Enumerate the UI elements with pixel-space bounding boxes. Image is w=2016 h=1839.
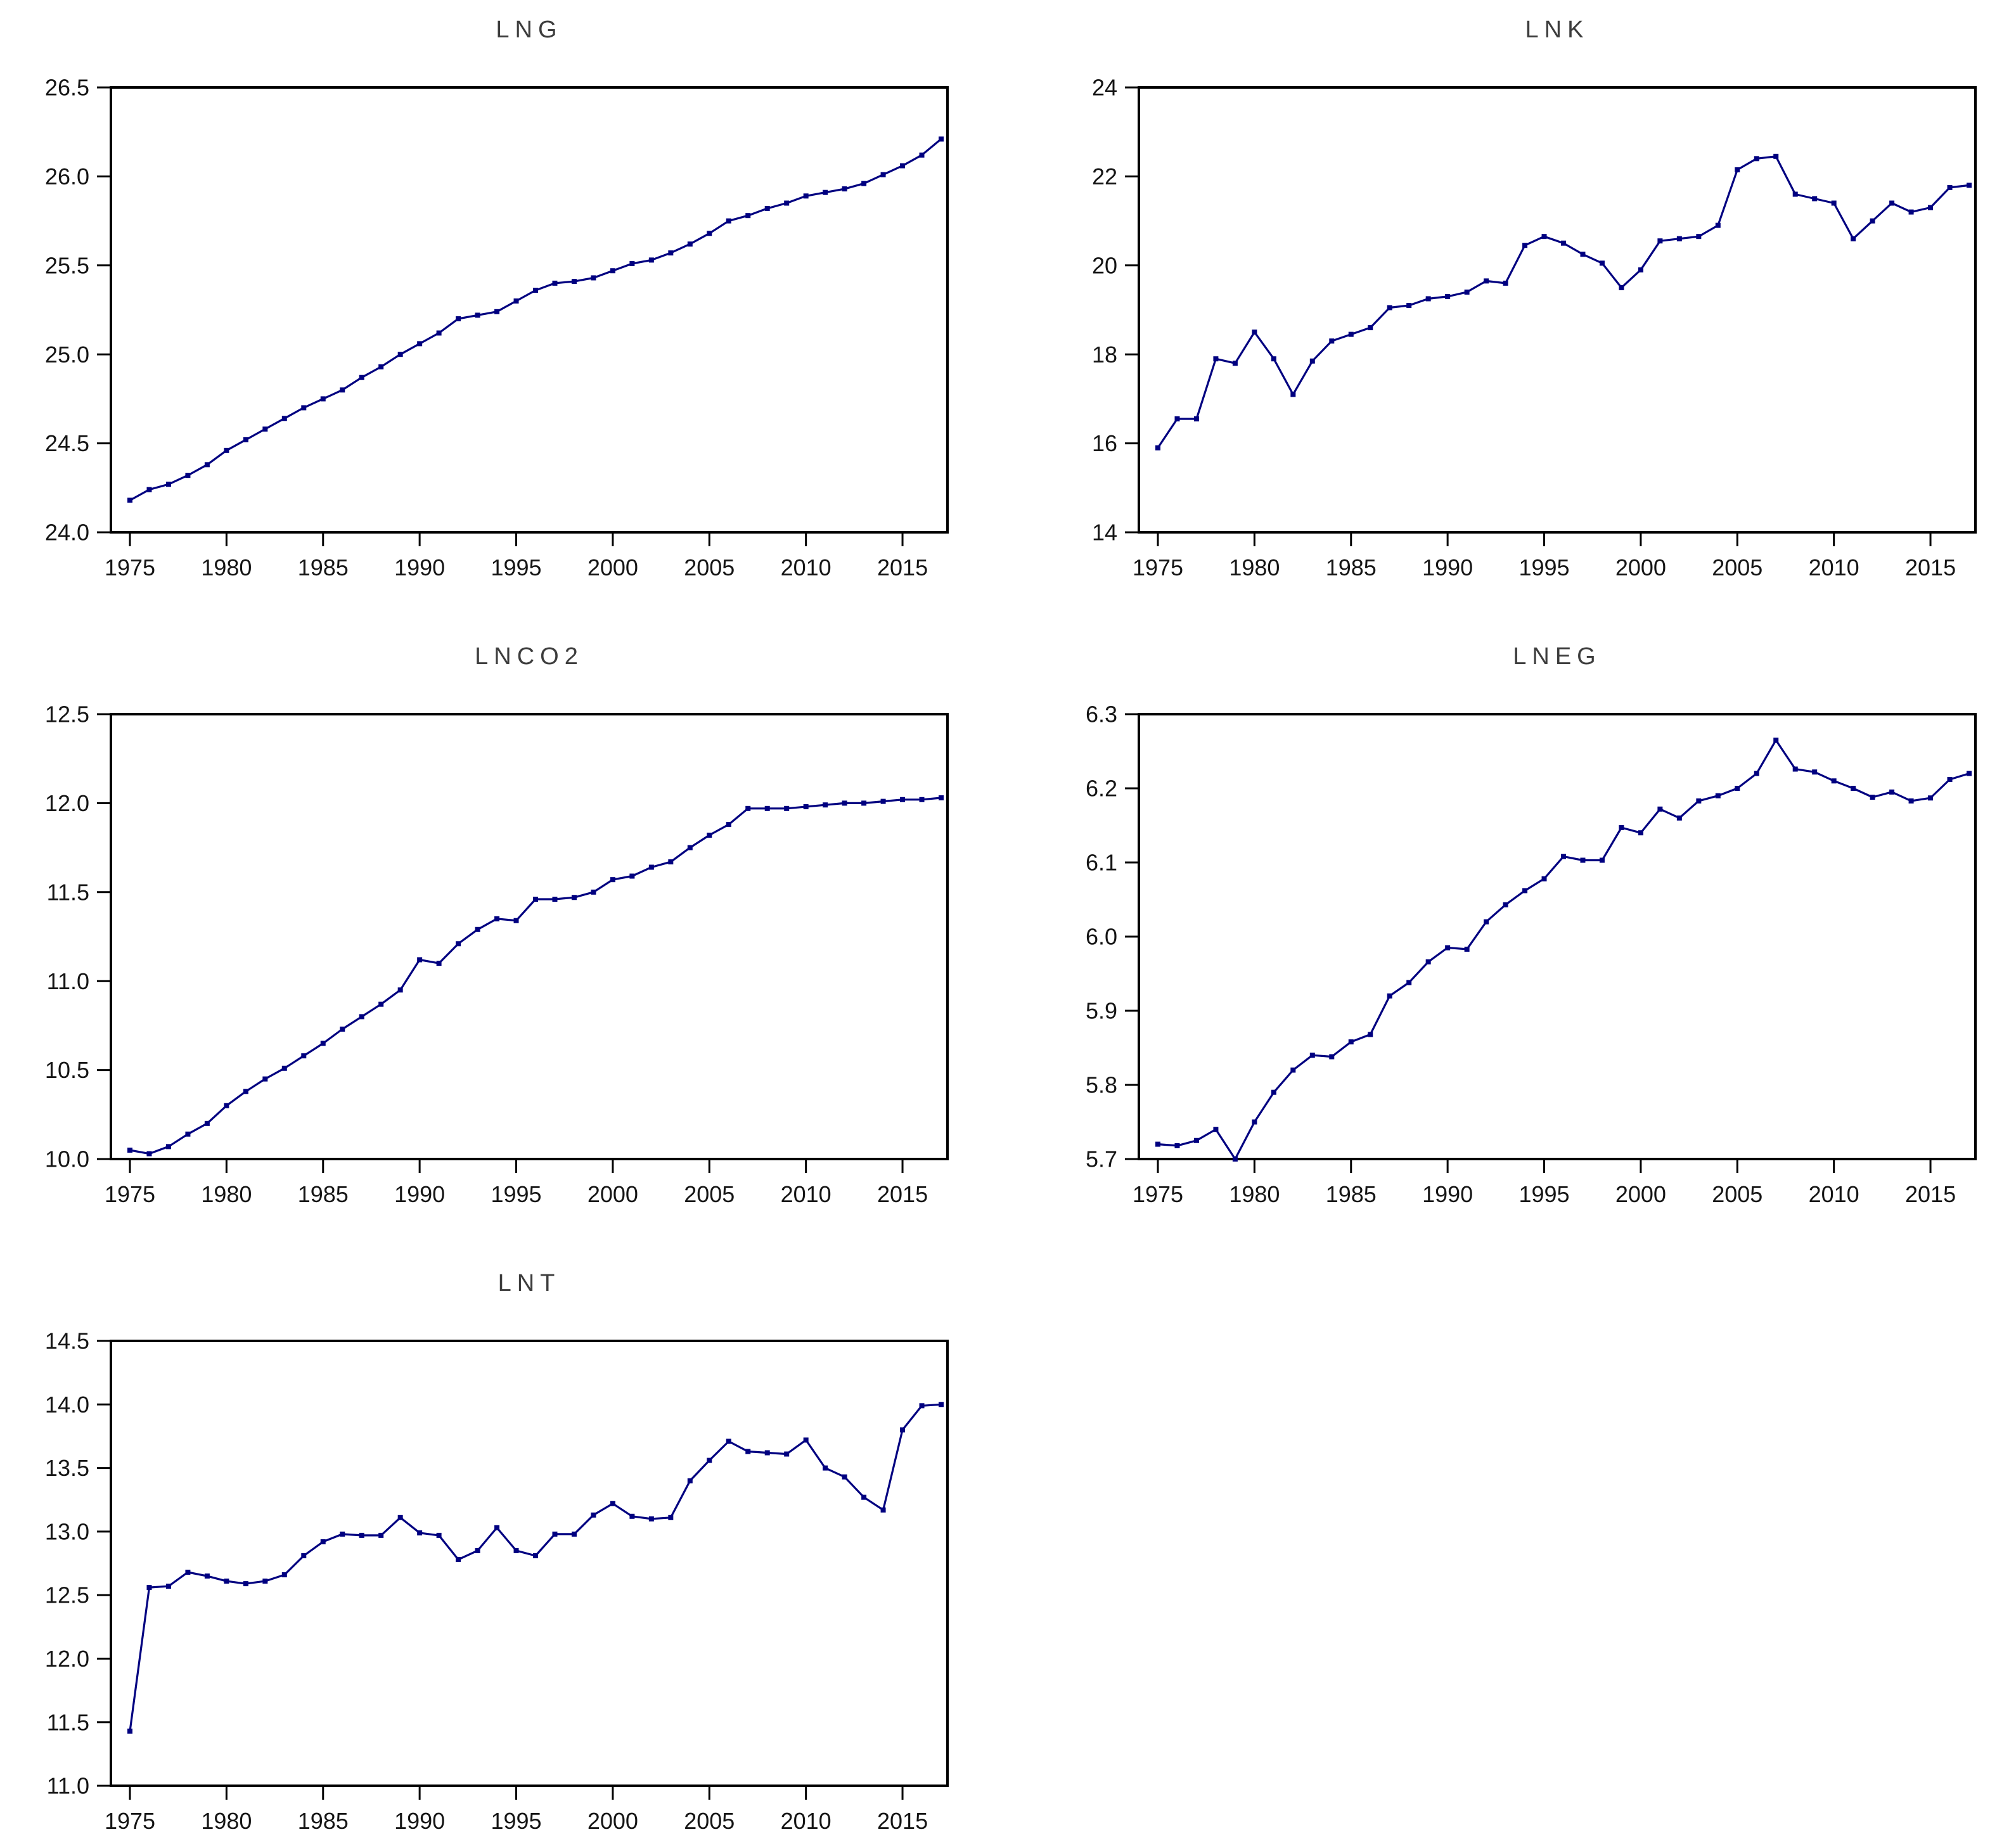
chart-plot-lneg: 5.7 5.8 5.9 6.0 6.1 6.2 6.3 1975 1980 1985 1990 199…: [1086, 702, 1977, 1207]
svg-text:18: 18: [1092, 342, 1117, 368]
svg-text:14.0: 14.0: [45, 1392, 89, 1418]
svg-text:25.5: 25.5: [45, 252, 89, 278]
svg-text:2000: 2000: [587, 1181, 638, 1207]
svg-text:11.0: 11.0: [47, 968, 89, 994]
svg-text:1975: 1975: [105, 1808, 155, 1834]
svg-text:1980: 1980: [201, 1808, 252, 1834]
svg-text:1995: 1995: [491, 554, 541, 580]
chart-plot-lnt: 11.0 11.5 12.0 12.5 13.0 13.5 14.0 14.5 1975 1980…: [45, 1328, 949, 1834]
svg-text:24.0: 24.0: [45, 520, 89, 546]
svg-text:22: 22: [1092, 163, 1117, 189]
svg-text:1985: 1985: [298, 1808, 349, 1834]
chart-panel-lng: LNG 24.0 24.5 25.0 25.5 26.0 26.5 1975 1980 1985…: [0, 0, 1008, 583]
svg-text:1995: 1995: [491, 1181, 541, 1207]
chart-panel-lneg: LNEG 5.7 5.8 5.9 6.0 6.1 6.2 6.3 1975 1980 1985 19…: [1028, 627, 2016, 1210]
svg-text:26.5: 26.5: [45, 75, 89, 101]
chart-plot-lnco2: 10.0 10.5 11.0 11.5 12.0 12.5 1975 1980 1985 1990…: [45, 702, 949, 1207]
svg-text:1990: 1990: [394, 1808, 445, 1834]
svg-text:2005: 2005: [684, 554, 735, 580]
svg-text:6.2: 6.2: [1086, 776, 1117, 802]
svg-text:6.1: 6.1: [1086, 850, 1117, 876]
svg-text:12.5: 12.5: [45, 702, 89, 727]
svg-text:12.0: 12.0: [45, 790, 89, 816]
svg-text:6.0: 6.0: [1086, 924, 1117, 950]
svg-text:2005: 2005: [684, 1808, 735, 1834]
svg-text:1990: 1990: [1422, 554, 1473, 580]
svg-text:11.5: 11.5: [47, 1709, 89, 1735]
svg-text:2000: 2000: [1615, 1181, 1666, 1207]
svg-text:1985: 1985: [1326, 554, 1377, 580]
chart-title-lneg: LNEG: [1513, 643, 1602, 670]
svg-text:11.5: 11.5: [47, 879, 89, 905]
svg-text:12.0: 12.0: [45, 1646, 89, 1672]
svg-text:10.5: 10.5: [45, 1057, 89, 1083]
svg-text:14: 14: [1092, 520, 1117, 546]
svg-text:12.5: 12.5: [45, 1582, 89, 1608]
svg-text:11.0: 11.0: [47, 1773, 89, 1799]
svg-text:1975: 1975: [1133, 554, 1183, 580]
chart-plot-lnk: 14 16 18 20 22 24 1975 1980 1985 1990 1995 2000 2005…: [1092, 75, 1977, 580]
svg-text:2005: 2005: [684, 1181, 735, 1207]
svg-text:1990: 1990: [394, 554, 445, 580]
chart-panel-lnco2: LNCO2 10.0 10.5 11.0 11.5 12.0 12.5 1975 1980 19…: [0, 627, 1008, 1210]
svg-text:24: 24: [1092, 75, 1117, 101]
svg-text:2010: 2010: [781, 1808, 831, 1834]
svg-text:2005: 2005: [1712, 554, 1762, 580]
svg-text:10.0: 10.0: [45, 1146, 89, 1172]
chart-title-lnco2: LNCO2: [475, 643, 584, 670]
chart-panel-lnt: LNT 11.0 11.5 12.0 12.5 13.0 13.5 14.0 14.5 1975…: [0, 1253, 1008, 1836]
svg-text:2015: 2015: [877, 1808, 928, 1834]
svg-text:1980: 1980: [1229, 1181, 1280, 1207]
svg-text:2000: 2000: [587, 554, 638, 580]
svg-text:5.8: 5.8: [1086, 1072, 1117, 1098]
svg-text:1995: 1995: [1518, 1181, 1569, 1207]
svg-text:2015: 2015: [877, 554, 928, 580]
svg-text:1985: 1985: [298, 554, 349, 580]
svg-text:2000: 2000: [1615, 554, 1666, 580]
svg-text:20: 20: [1092, 252, 1117, 278]
svg-text:13.0: 13.0: [45, 1518, 89, 1544]
chart-title-lng: LNG: [496, 16, 563, 43]
svg-text:2015: 2015: [1905, 554, 1956, 580]
svg-text:13.5: 13.5: [45, 1455, 89, 1481]
svg-text:26.0: 26.0: [45, 163, 89, 189]
svg-text:1990: 1990: [1422, 1181, 1473, 1207]
svg-text:1980: 1980: [1229, 554, 1280, 580]
chart-panel-lnk: LNK 14 16 18 20 22 24 1975 1980 1985 1990 1995 2000…: [1028, 0, 2016, 583]
svg-text:2015: 2015: [1905, 1181, 1956, 1207]
svg-text:5.9: 5.9: [1086, 998, 1117, 1024]
svg-text:1975: 1975: [1133, 1181, 1183, 1207]
svg-text:1985: 1985: [1326, 1181, 1377, 1207]
svg-text:25.0: 25.0: [45, 342, 89, 368]
svg-text:14.5: 14.5: [45, 1328, 89, 1354]
svg-text:1980: 1980: [201, 554, 252, 580]
svg-text:2015: 2015: [877, 1181, 928, 1207]
svg-text:2010: 2010: [1809, 1181, 1859, 1207]
svg-text:2005: 2005: [1712, 1181, 1762, 1207]
svg-text:1975: 1975: [105, 1181, 155, 1207]
svg-text:24.5: 24.5: [45, 430, 89, 456]
chart-title-lnk: LNK: [1525, 16, 1589, 43]
svg-text:16: 16: [1092, 430, 1117, 456]
svg-text:1995: 1995: [491, 1808, 541, 1834]
chart-plot-lng: 24.0 24.5 25.0 25.5 26.0 26.5 1975 1980 1985 1990…: [45, 75, 949, 580]
svg-text:2010: 2010: [781, 1181, 831, 1207]
svg-text:5.7: 5.7: [1086, 1146, 1117, 1172]
svg-text:1995: 1995: [1518, 554, 1569, 580]
svg-text:2010: 2010: [1809, 554, 1859, 580]
svg-text:1980: 1980: [201, 1181, 252, 1207]
svg-text:6.3: 6.3: [1086, 702, 1117, 727]
chart-title-lnt: LNT: [498, 1270, 561, 1297]
svg-text:2010: 2010: [781, 554, 831, 580]
svg-text:2000: 2000: [587, 1808, 638, 1834]
svg-text:1975: 1975: [105, 554, 155, 580]
svg-text:1985: 1985: [298, 1181, 349, 1207]
svg-text:1990: 1990: [394, 1181, 445, 1207]
